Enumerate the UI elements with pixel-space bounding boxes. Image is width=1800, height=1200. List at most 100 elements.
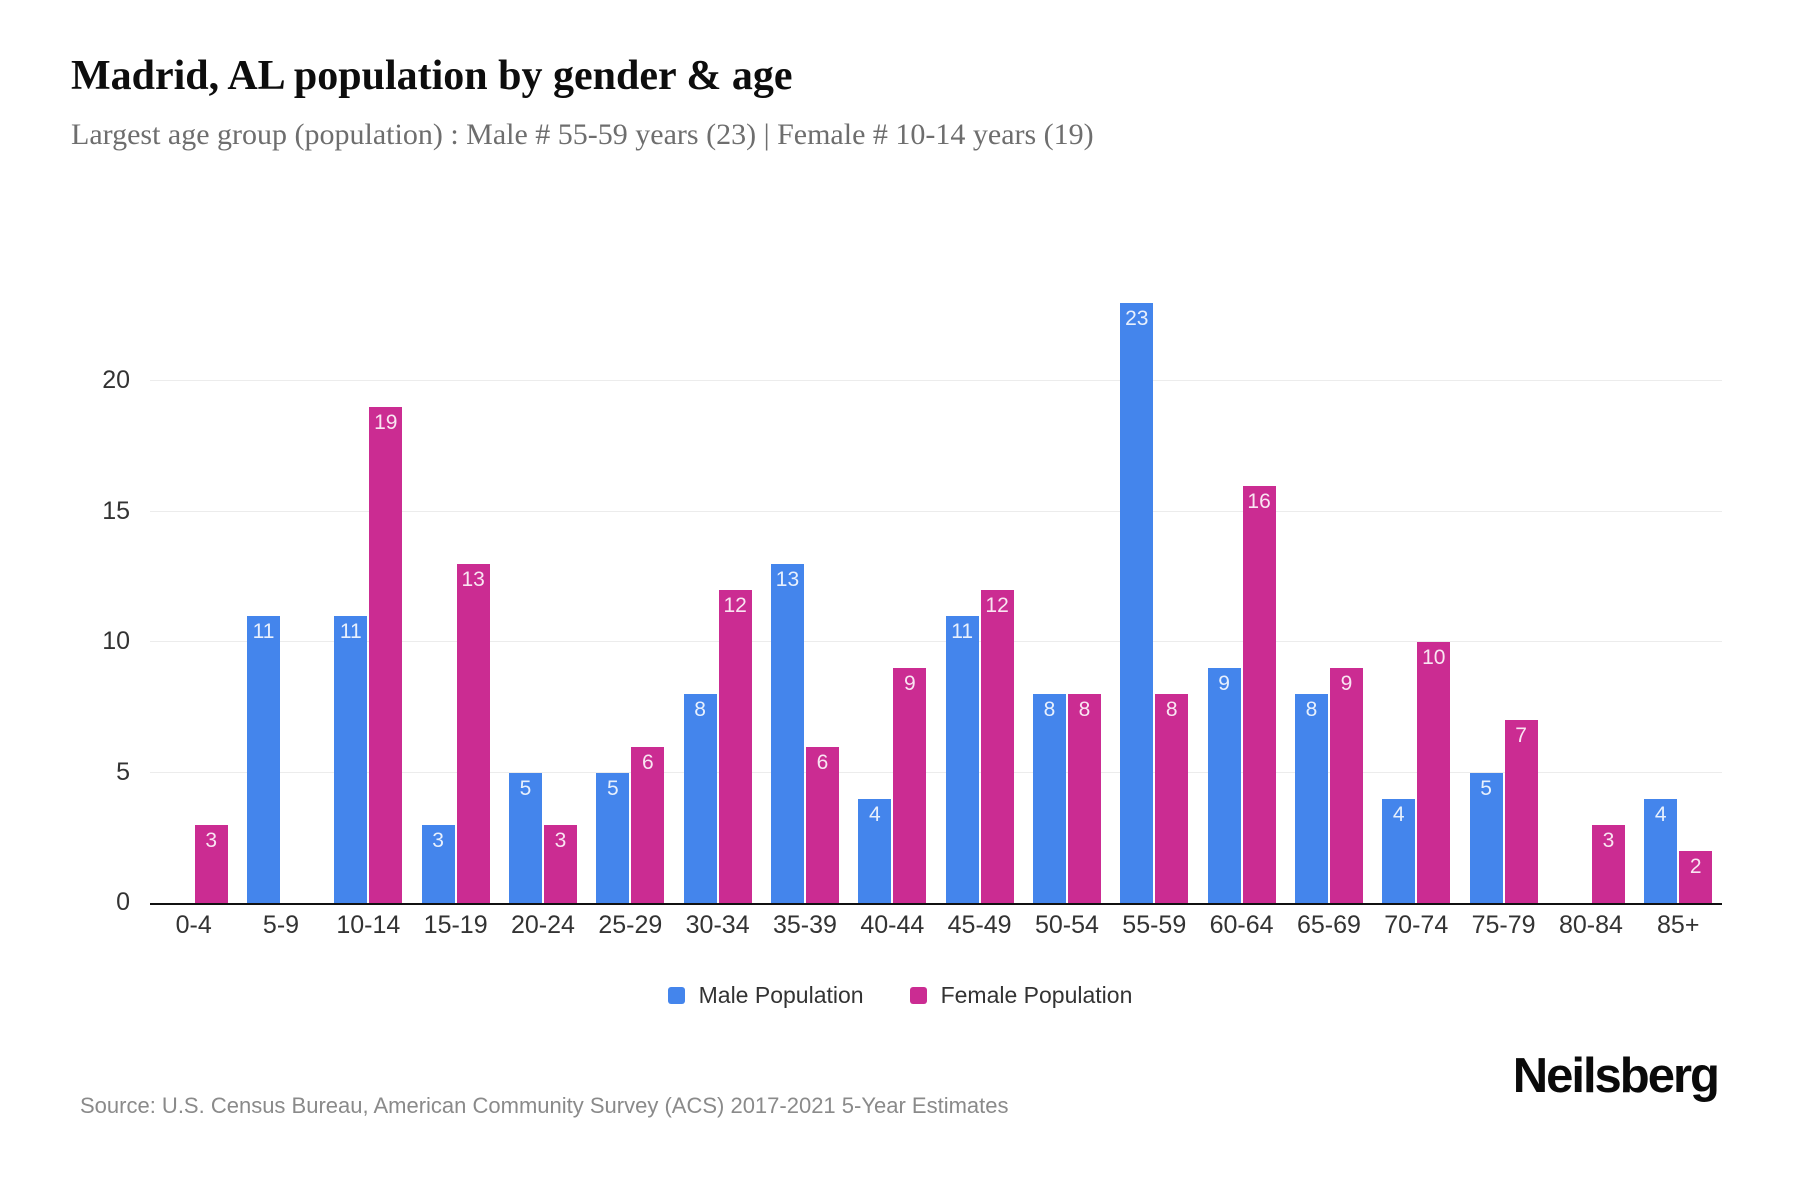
x-axis-tick-label-5-9: 5-9 <box>262 911 300 939</box>
gridline-20 <box>150 380 1722 382</box>
bar-value-label: 5 <box>519 776 532 800</box>
bar-male-65-69[interactable]: 8 <box>1294 694 1328 903</box>
x-axis-tick-label-40-44: 40-44 <box>860 911 925 939</box>
y-axis-tick-label: 0 <box>116 888 130 916</box>
bar-value-label: 8 <box>1043 698 1056 722</box>
bar-female-35-39[interactable]: 6 <box>805 746 839 903</box>
bar-male-15-19[interactable]: 3 <box>421 824 455 903</box>
y-axis-tick-label: 5 <box>116 757 130 786</box>
bar-group-70-74: 4 10 <box>1373 251 1460 903</box>
x-axis-tick-label-15-19: 15-19 <box>423 911 488 939</box>
bar-value-label: 4 <box>868 802 881 826</box>
x-axis-tick-label-60-64: 60-64 <box>1209 911 1274 939</box>
bar-male-55-59[interactable]: 23 <box>1120 303 1154 903</box>
x-axis-tick-label-70-74: 70-74 <box>1384 911 1449 939</box>
bar-value-label: 12 <box>723 594 747 618</box>
bar-female-55-59[interactable]: 8 <box>1155 694 1189 903</box>
bar-male-10-14[interactable]: 11 <box>334 616 368 903</box>
bar-female-30-34[interactable]: 12 <box>718 590 752 903</box>
bar-female-50-54[interactable]: 8 <box>1067 694 1101 903</box>
bar-value-label: 9 <box>903 672 916 696</box>
bar-value-label: 8 <box>1078 698 1091 722</box>
y-axis-tick-label: 20 <box>102 366 130 395</box>
bar-female-40-44[interactable]: 9 <box>893 668 927 903</box>
bar-male-20-24[interactable]: 5 <box>508 772 542 903</box>
bar-value-label: 16 <box>1247 489 1271 513</box>
bar-female-70-74[interactable]: 10 <box>1417 642 1451 903</box>
legend-item-male[interactable]: Male Population <box>667 982 864 1009</box>
bar-value-label: 13 <box>461 567 485 591</box>
bar-value-label: 19 <box>374 411 398 435</box>
chart-subtitle: Largest age group (population) : Male # … <box>71 118 1094 151</box>
bar-male-30-34[interactable]: 8 <box>683 694 717 903</box>
bar-male-25-29[interactable]: 5 <box>596 772 630 903</box>
bar-male-45-49[interactable]: 11 <box>945 616 979 903</box>
legend-label-female: Female Population <box>940 982 1133 1008</box>
gridline-5 <box>150 771 1722 773</box>
bar-value-label: 9 <box>1340 672 1353 696</box>
bar-value-label: 3 <box>554 828 567 852</box>
bar-female-0-4[interactable]: 3 <box>194 824 228 903</box>
bar-female-80-84[interactable]: 3 <box>1591 824 1625 903</box>
bar-group-0-4: 3 <box>150 251 237 903</box>
x-axis-tick-label-30-34: 30-34 <box>685 911 750 939</box>
bar-female-20-24[interactable]: 3 <box>543 824 577 903</box>
bar-value-label: 3 <box>1602 828 1615 852</box>
chart-title: Madrid, AL population by gender & age <box>71 53 793 99</box>
x-axis-tick-label-50-54: 50-54 <box>1034 911 1099 939</box>
bar-female-15-19[interactable]: 13 <box>456 563 490 903</box>
x-axis-tick-label-25-29: 25-29 <box>598 911 663 939</box>
bar-female-75-79[interactable]: 7 <box>1504 720 1538 903</box>
bar-value-label: 9 <box>1218 672 1230 696</box>
bar-female-25-29[interactable]: 6 <box>631 746 665 903</box>
bar-value-label: 7 <box>1515 724 1527 748</box>
plot-area: 3 11 11 19 3 13 5 3 5 6 8 12 13 6 4 9 11 12 8 8 23 8 9 16 8 9 4 10 5… <box>150 251 1722 905</box>
x-axis-tick-label-45-49: 45-49 <box>947 911 1012 939</box>
gridline-10 <box>150 641 1722 643</box>
legend: Male Population Female Population <box>0 982 1800 1009</box>
bar-male-5-9[interactable]: 11 <box>246 616 280 903</box>
bar-male-50-54[interactable]: 8 <box>1032 694 1066 903</box>
x-axis-tick-label-80-84: 80-84 <box>1558 911 1623 939</box>
bar-value-label: 13 <box>775 567 800 591</box>
bar-value-label: 8 <box>694 698 706 722</box>
bar-female-45-49[interactable]: 12 <box>980 590 1014 903</box>
bar-value-label: 2 <box>1689 854 1702 878</box>
bar-value-label: 12 <box>985 594 1009 618</box>
bar-groups: 3 11 11 19 3 13 5 3 5 6 8 12 13 6 4 9 11 12 8 8 23 8 9 16 8 9 4 10 5… <box>150 251 1722 903</box>
bar-female-85+[interactable]: 2 <box>1679 850 1713 903</box>
bar-group-55-59: 23 8 <box>1111 251 1198 903</box>
bar-value-label: 4 <box>1392 802 1405 826</box>
bar-male-75-79[interactable]: 5 <box>1469 772 1503 903</box>
bar-value-label: 6 <box>641 750 654 774</box>
neilsberg-logo: Neilsberg <box>1512 1049 1720 1103</box>
legend-label-male: Male Population <box>698 982 864 1008</box>
x-axis: 0-4 5-9 10-14 15-19 20-24 25-29 30-34 35-39 40-4… <box>150 911 1722 940</box>
bar-value-label: 5 <box>1480 776 1492 800</box>
x-axis-tick-label-75-79: 75-79 <box>1471 911 1536 939</box>
bar-female-65-69[interactable]: 9 <box>1329 668 1363 903</box>
bar-group-30-34: 8 12 <box>674 251 761 903</box>
bar-female-60-64[interactable]: 16 <box>1242 485 1276 903</box>
bar-male-60-64[interactable]: 9 <box>1207 668 1241 903</box>
bar-male-35-39[interactable]: 13 <box>770 563 804 903</box>
bar-value-label: 3 <box>432 828 444 852</box>
legend-swatch-female <box>909 987 927 1004</box>
x-axis-tick-label-85+: 85+ <box>1657 911 1700 939</box>
bar-value-label: 11 <box>252 620 275 644</box>
legend-item-female[interactable]: Female Population <box>909 982 1133 1009</box>
bar-value-label: 5 <box>606 776 619 800</box>
gridline-15 <box>150 510 1722 512</box>
bar-male-85+[interactable]: 4 <box>1644 798 1678 903</box>
bar-female-10-14[interactable]: 19 <box>369 407 403 903</box>
bar-male-40-44[interactable]: 4 <box>858 798 892 903</box>
bar-group-15-19: 3 13 <box>412 251 499 903</box>
bar-male-70-74[interactable]: 4 <box>1382 798 1416 903</box>
bar-value-label: 8 <box>1165 698 1178 722</box>
bar-value-label: 3 <box>205 828 217 852</box>
